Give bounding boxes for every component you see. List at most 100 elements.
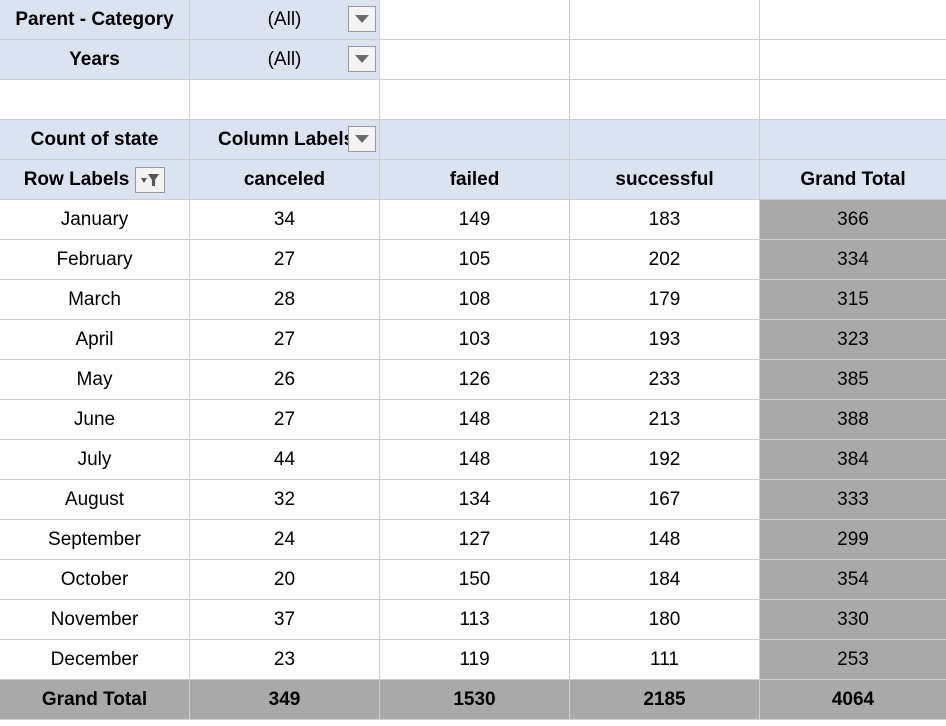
filter-dropdown-button[interactable] [348, 6, 376, 32]
empty-cell[interactable] [190, 80, 380, 120]
row-label[interactable]: May [0, 360, 190, 400]
value-cell[interactable]: 150 [380, 560, 570, 600]
row-label[interactable]: April [0, 320, 190, 360]
value-cell[interactable]: 213 [570, 400, 760, 440]
row-label[interactable]: August [0, 480, 190, 520]
value-cell[interactable]: 134 [380, 480, 570, 520]
grand-total-cell[interactable]: 4064 [760, 680, 946, 720]
value-cell[interactable]: 126 [380, 360, 570, 400]
grand-total-label[interactable]: Grand Total [0, 680, 190, 720]
column-labels-dropdown-button[interactable] [348, 126, 376, 152]
empty-cell[interactable] [760, 40, 946, 80]
empty-cell[interactable] [760, 0, 946, 40]
row-grand-total-cell[interactable]: 253 [760, 640, 946, 680]
value-cell[interactable]: 37 [190, 600, 380, 640]
value-cell[interactable]: 233 [570, 360, 760, 400]
value-cell[interactable]: 179 [570, 280, 760, 320]
chevron-down-icon [355, 135, 369, 143]
row-label[interactable]: October [0, 560, 190, 600]
row-grand-total-cell[interactable]: 388 [760, 400, 946, 440]
value-cell[interactable]: 113 [380, 600, 570, 640]
column-header-canceled[interactable]: canceled [190, 160, 380, 200]
value-cell[interactable]: 44 [190, 440, 380, 480]
value-cell[interactable]: 192 [570, 440, 760, 480]
value-cell[interactable]: 108 [380, 280, 570, 320]
empty-cell[interactable] [570, 0, 760, 40]
row-grand-total-cell[interactable]: 385 [760, 360, 946, 400]
column-header-grand-total[interactable]: Grand Total [760, 160, 946, 200]
filter-value-years[interactable]: (All) [190, 40, 380, 80]
value-cell[interactable]: 20 [190, 560, 380, 600]
value-cell[interactable]: 148 [380, 400, 570, 440]
empty-cell[interactable] [0, 80, 190, 120]
empty-header-cell [570, 120, 760, 160]
value-cell[interactable]: 167 [570, 480, 760, 520]
column-header-failed[interactable]: failed [380, 160, 570, 200]
filter-value-parent-category[interactable]: (All) [190, 0, 380, 40]
value-cell[interactable]: 202 [570, 240, 760, 280]
row-label[interactable]: February [0, 240, 190, 280]
filter-value-text: (All) [267, 8, 302, 30]
row-grand-total-cell[interactable]: 354 [760, 560, 946, 600]
row-grand-total-cell[interactable]: 330 [760, 600, 946, 640]
row-grand-total-cell[interactable]: 333 [760, 480, 946, 520]
value-cell[interactable]: 27 [190, 240, 380, 280]
value-cell[interactable]: 23 [190, 640, 380, 680]
empty-cell[interactable] [380, 0, 570, 40]
column-labels-header[interactable]: Column Labels [190, 120, 380, 160]
row-label[interactable]: September [0, 520, 190, 560]
blank-row [0, 80, 946, 120]
row-grand-total-cell[interactable]: 366 [760, 200, 946, 240]
filter-row-years: Years (All) [0, 40, 946, 80]
value-cell[interactable]: 26 [190, 360, 380, 400]
value-cell[interactable]: 24 [190, 520, 380, 560]
grand-total-cell[interactable]: 1530 [380, 680, 570, 720]
row-grand-total-cell[interactable]: 384 [760, 440, 946, 480]
row-labels-header[interactable]: Row Labels [0, 160, 190, 200]
filter-dropdown-button[interactable] [348, 46, 376, 72]
value-cell[interactable]: 127 [380, 520, 570, 560]
empty-cell[interactable] [570, 40, 760, 80]
filter-label-years: Years [0, 40, 190, 80]
row-label[interactable]: January [0, 200, 190, 240]
row-label[interactable]: December [0, 640, 190, 680]
pivot-column-header-row: Row Labels canceled failed successful Gr… [0, 160, 946, 200]
row-label[interactable]: June [0, 400, 190, 440]
row-labels-filter-button[interactable] [135, 166, 166, 193]
row-label[interactable]: July [0, 440, 190, 480]
value-cell[interactable]: 34 [190, 200, 380, 240]
value-cell[interactable]: 105 [380, 240, 570, 280]
chevron-down-icon [355, 55, 369, 63]
row-label[interactable]: November [0, 600, 190, 640]
value-cell[interactable]: 32 [190, 480, 380, 520]
column-header-successful[interactable]: successful [570, 160, 760, 200]
table-row: December 23 119 111 253 [0, 640, 946, 680]
filter-label-parent-category: Parent - Category [0, 0, 190, 40]
value-cell[interactable]: 119 [380, 640, 570, 680]
empty-cell[interactable] [380, 40, 570, 80]
value-cell[interactable]: 27 [190, 400, 380, 440]
value-cell[interactable]: 148 [570, 520, 760, 560]
row-grand-total-cell[interactable]: 323 [760, 320, 946, 360]
empty-cell[interactable] [570, 80, 760, 120]
row-label[interactable]: March [0, 280, 190, 320]
row-grand-total-cell[interactable]: 334 [760, 240, 946, 280]
value-cell[interactable]: 193 [570, 320, 760, 360]
empty-cell[interactable] [760, 80, 946, 120]
value-cell[interactable]: 28 [190, 280, 380, 320]
grand-total-cell[interactable]: 349 [190, 680, 380, 720]
value-cell[interactable]: 183 [570, 200, 760, 240]
value-field-label: Count of state [0, 120, 190, 160]
empty-cell[interactable] [380, 80, 570, 120]
value-cell[interactable]: 103 [380, 320, 570, 360]
grand-total-cell[interactable]: 2185 [570, 680, 760, 720]
value-cell[interactable]: 111 [570, 640, 760, 680]
value-cell[interactable]: 184 [570, 560, 760, 600]
table-row: October 20 150 184 354 [0, 560, 946, 600]
value-cell[interactable]: 148 [380, 440, 570, 480]
row-grand-total-cell[interactable]: 315 [760, 280, 946, 320]
value-cell[interactable]: 27 [190, 320, 380, 360]
value-cell[interactable]: 180 [570, 600, 760, 640]
value-cell[interactable]: 149 [380, 200, 570, 240]
row-grand-total-cell[interactable]: 299 [760, 520, 946, 560]
